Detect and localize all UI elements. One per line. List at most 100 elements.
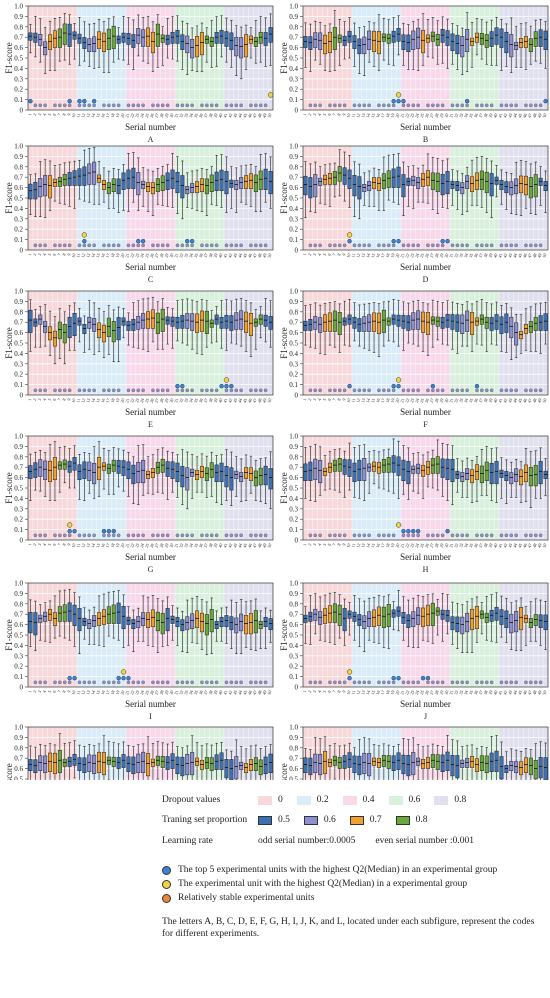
box <box>170 615 175 624</box>
stable-dot <box>416 388 420 393</box>
box <box>43 41 48 56</box>
x-tick-label: 7 <box>331 690 336 694</box>
stable-dot <box>362 243 366 248</box>
box <box>494 176 499 185</box>
box <box>357 614 362 626</box>
box <box>48 460 53 483</box>
box <box>538 29 543 47</box>
x-tick-label: 10 <box>70 543 76 549</box>
best-dot <box>267 92 274 98</box>
x-tick-label: 26 <box>424 253 430 259</box>
x-tick-label: 46 <box>247 398 253 404</box>
x-tick-label: 5 <box>47 690 52 694</box>
box <box>214 314 219 325</box>
x-tick-label: 47 <box>252 113 258 119</box>
box <box>150 309 155 329</box>
stable-dot <box>386 388 391 393</box>
stable-dot <box>160 388 165 393</box>
stable-dot <box>416 680 420 685</box>
box <box>303 757 308 774</box>
box <box>499 28 504 48</box>
x-tick-label: 17 <box>105 253 111 259</box>
box <box>523 324 528 334</box>
box <box>381 459 386 473</box>
stable-dot <box>318 533 322 538</box>
box <box>528 618 533 628</box>
x-tick-label: 32 <box>453 398 459 404</box>
box <box>150 467 155 478</box>
box <box>396 606 401 617</box>
box <box>224 315 229 329</box>
y-tick-label: 0.9 <box>289 590 298 598</box>
y-tick-label: 0.2 <box>14 371 23 379</box>
box <box>543 313 548 331</box>
box <box>258 759 263 776</box>
stable-dot <box>538 388 543 393</box>
y-tick-label: 0.8 <box>289 600 298 608</box>
y-tick-label: 1.0 <box>289 433 298 441</box>
box <box>337 757 342 769</box>
y-tick-label: 0.8 <box>14 600 23 608</box>
stable-dot <box>180 243 185 248</box>
x-tick-label: 46 <box>522 543 528 549</box>
x-tick-label: 13 <box>360 253 366 259</box>
stable-dot <box>200 243 204 248</box>
stable-dot <box>342 533 347 538</box>
panel-L: 00.10.20.30.40.50.60.70.80.91.0123456789… <box>279 724 549 780</box>
box <box>504 471 509 481</box>
x-tick-label: 49 <box>536 113 542 119</box>
stable-dot <box>33 680 38 685</box>
x-tick-label: 29 <box>438 253 444 259</box>
box <box>126 169 131 189</box>
x-tick-label: 23 <box>134 690 140 696</box>
box <box>131 34 136 48</box>
x-tick-label: 6 <box>51 543 56 547</box>
box <box>357 318 362 332</box>
box <box>57 28 62 48</box>
box <box>92 754 97 775</box>
x-tick-label: 8 <box>61 113 66 117</box>
x-tick-label: 34 <box>463 397 469 403</box>
box <box>401 174 406 198</box>
box <box>82 166 87 186</box>
top5-dot <box>396 238 401 244</box>
stable-dot <box>504 388 509 393</box>
box <box>155 755 160 766</box>
y-tick-label: 0.7 <box>14 464 23 472</box>
box <box>313 316 318 330</box>
x-tick-label: 15 <box>95 113 101 119</box>
best-dot <box>395 92 402 98</box>
y-tick-label: 0 <box>20 537 24 545</box>
top5-dot <box>116 675 121 681</box>
stable-dot <box>435 388 440 393</box>
stable-dot <box>475 243 479 248</box>
box <box>421 30 426 54</box>
box <box>425 311 430 335</box>
x-tick-label: 34 <box>188 397 194 403</box>
stable-dot <box>112 533 116 538</box>
box <box>33 612 38 636</box>
box <box>406 614 411 628</box>
x-tick-label: 16 <box>100 398 106 404</box>
x-tick-label: 6 <box>326 253 331 257</box>
stable-dot <box>234 680 238 685</box>
x-tick-label: 15 <box>370 113 376 119</box>
y-tick-label: 0.4 <box>289 65 298 73</box>
box <box>470 469 475 484</box>
stable-dot <box>313 533 317 538</box>
stable-dot <box>82 388 87 393</box>
x-tick-label: 38 <box>483 253 489 259</box>
box <box>224 171 229 195</box>
stable-dot <box>426 103 430 108</box>
box <box>146 182 151 193</box>
stable-dot <box>455 243 460 248</box>
x-tick-label: 42 <box>502 690 508 696</box>
stable-dot <box>308 533 313 538</box>
box <box>175 617 180 627</box>
x-tick-label: 48 <box>532 253 538 259</box>
x-tick-label: 31 <box>173 398 179 404</box>
stable-dot <box>160 680 165 685</box>
box <box>514 468 519 483</box>
y-tick-label: 0.1 <box>14 381 23 389</box>
box <box>489 317 494 331</box>
